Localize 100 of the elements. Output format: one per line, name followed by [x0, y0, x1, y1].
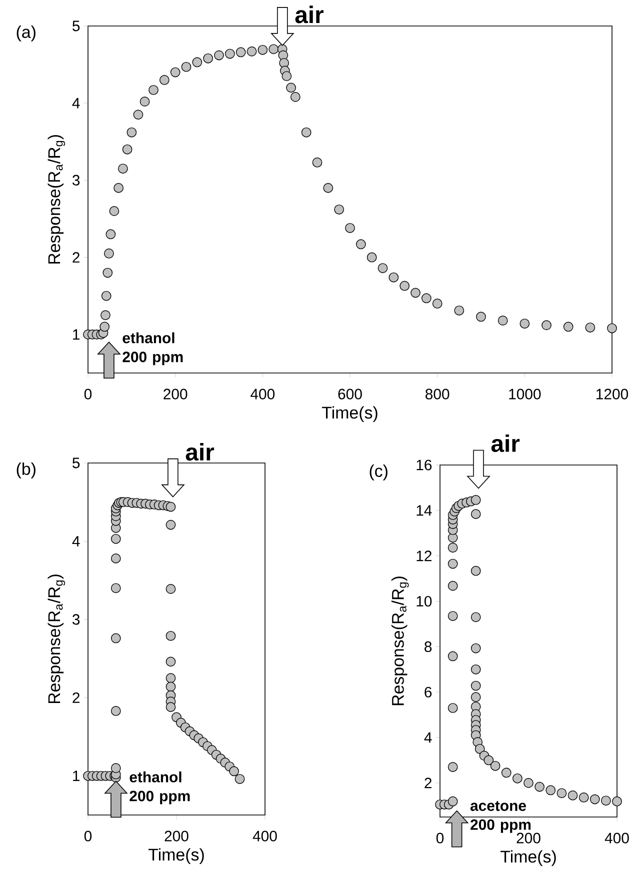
point [234, 774, 245, 784]
y-tick-label: 5 [72, 458, 80, 468]
point [542, 320, 552, 330]
point [166, 702, 176, 712]
x-tick-label: 1200 [596, 388, 628, 400]
chart-title: (a) [16, 26, 36, 42]
y-tick-label: 4 [72, 536, 80, 546]
point [114, 183, 124, 193]
x-tick-label: 0 [84, 830, 92, 842]
point [290, 92, 300, 102]
text: air [491, 434, 520, 452]
point [366, 252, 377, 262]
point [448, 703, 458, 713]
x-tick-label: 800 [426, 388, 450, 400]
point [470, 664, 481, 674]
point [448, 611, 458, 621]
point [100, 322, 110, 332]
y-tick-label: 10 [416, 596, 432, 607]
y-tick-label: 8 [424, 641, 432, 652]
point [476, 312, 486, 322]
point [378, 263, 388, 274]
y-tick-label: 2 [424, 778, 432, 788]
x-axis-title: Time(s) [322, 406, 378, 422]
x-tick-label: 400 [604, 832, 629, 844]
point [524, 778, 534, 788]
point [421, 293, 432, 304]
point [301, 127, 312, 138]
point [229, 766, 239, 776]
point [148, 85, 158, 95]
x-tick-label: 400 [252, 830, 277, 842]
y-axis-title: Response(R$_{a}$/R$_{g}$) [48, 135, 66, 264]
point [166, 520, 176, 530]
point [106, 229, 116, 240]
text: air [186, 443, 214, 461]
point [286, 82, 296, 93]
x-tick-label: 600 [338, 388, 362, 400]
point [345, 223, 355, 233]
point [432, 298, 442, 309]
point [334, 204, 344, 214]
point [100, 310, 110, 320]
point [520, 318, 530, 329]
point [512, 773, 522, 784]
point [356, 239, 366, 250]
point [170, 67, 180, 78]
point [400, 280, 410, 291]
point [612, 796, 622, 806]
point [118, 164, 128, 174]
point [203, 53, 214, 64]
point [166, 502, 176, 512]
x-tick-label: 200 [164, 388, 188, 400]
chart-title: (c) [370, 464, 388, 480]
point [501, 768, 512, 778]
point [590, 794, 600, 804]
y-tick-label: 1 [73, 329, 80, 340]
point [546, 785, 556, 796]
point [568, 790, 578, 800]
point [110, 763, 121, 774]
point [490, 760, 500, 771]
y-tick-label: 4 [424, 732, 432, 743]
point [601, 796, 611, 806]
point [312, 158, 322, 168]
point [410, 288, 420, 298]
annotation: ethanol 200 ppm [122, 332, 183, 366]
y-tick-label: 4 [72, 98, 80, 108]
point [236, 47, 246, 58]
y-tick-label: 12 [416, 550, 432, 562]
point [224, 48, 235, 59]
point [448, 542, 458, 553]
y-axis-title: Response(R$_{a}$/R$_{g}$) [48, 574, 66, 704]
point [454, 306, 464, 316]
point [122, 144, 132, 154]
point [563, 322, 574, 332]
x-tick-label: 400 [250, 388, 275, 400]
point [126, 127, 137, 138]
point [470, 612, 481, 622]
y-tick-label: 14 [416, 505, 432, 516]
point [484, 755, 494, 766]
point [110, 633, 121, 644]
point [268, 44, 279, 54]
point [470, 495, 481, 505]
point [214, 50, 224, 60]
annotation: acetone 200 ppm [470, 801, 531, 833]
y-tick-label: 3 [72, 174, 80, 186]
point [110, 583, 121, 594]
point [246, 46, 257, 56]
point [166, 656, 176, 667]
y-tick-label: 2 [72, 692, 80, 703]
point [166, 584, 176, 594]
point [607, 323, 617, 334]
y-axis-title: Response(R$_{a}$/R$_{g}$) [391, 576, 409, 706]
point [102, 268, 113, 278]
text: air [295, 6, 324, 24]
point [448, 651, 458, 662]
x-tick-label: 0 [436, 832, 444, 844]
x-tick-label: 1000 [509, 388, 541, 400]
x-tick-label: 200 [516, 832, 540, 844]
point [110, 706, 121, 716]
point [110, 554, 121, 564]
chart-title: (b) [16, 462, 36, 478]
point [104, 248, 114, 258]
